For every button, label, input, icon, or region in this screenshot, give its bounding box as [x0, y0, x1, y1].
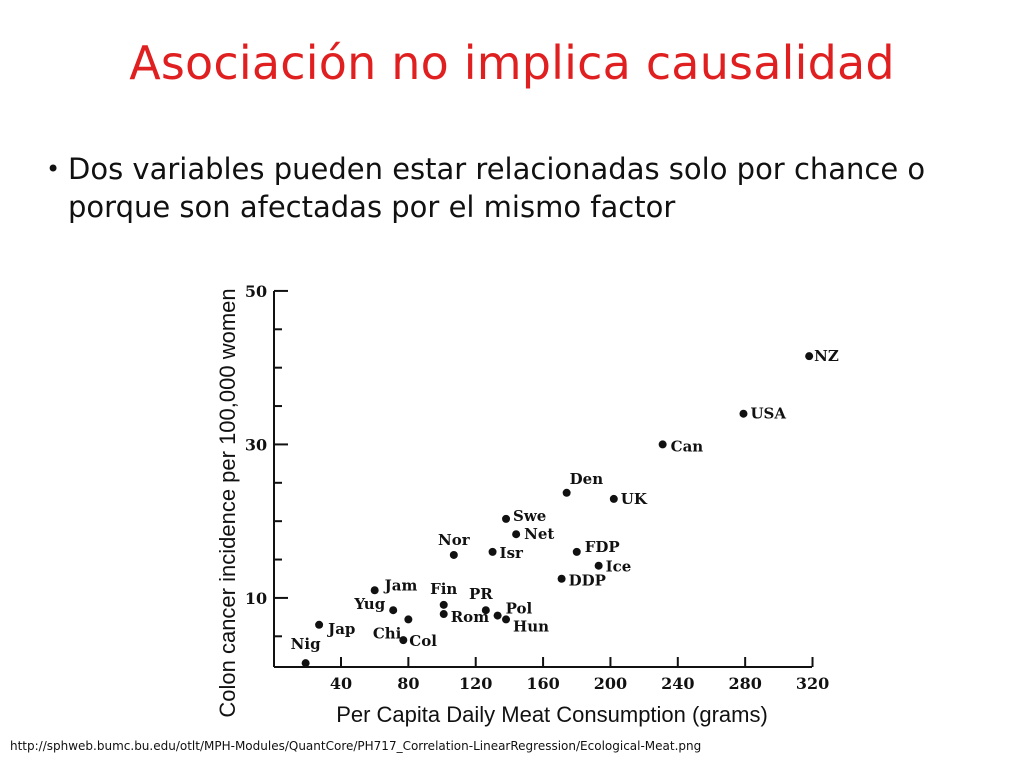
data-point-fin [439, 600, 448, 609]
y-tick-label: 10 [245, 589, 267, 608]
x-tick-label: 120 [459, 674, 492, 693]
point-label-pol: Pol [506, 600, 533, 618]
y-tick-label: 30 [245, 435, 267, 454]
data-point-pr [481, 606, 490, 615]
point-label-fin: Fin [430, 580, 457, 598]
point-label-rom: Rom [451, 608, 489, 626]
bullet-text: Dos variables pueden estar relacionadas … [68, 152, 926, 224]
point-label-jam: Jam [383, 576, 418, 594]
data-point-yug [389, 606, 398, 615]
data-point-nor [449, 550, 458, 559]
point-label-net: Net [524, 525, 554, 543]
point-label-hun: Hun [513, 617, 549, 635]
data-point-isr [488, 547, 497, 556]
data-point-hun [502, 615, 511, 624]
point-label-isr: Isr [500, 544, 524, 562]
point-label-den: Den [570, 470, 604, 488]
y-axis-title: Colon cancer incidence per 100,000 women [215, 288, 240, 717]
data-point-can [658, 440, 667, 449]
point-label-swe: Swe [513, 507, 546, 525]
data-point-ddp [557, 574, 566, 583]
x-tick-label: 280 [728, 674, 761, 693]
data-point-net [512, 530, 521, 539]
point-label-can: Can [671, 437, 704, 455]
point-label-nig: Nig [291, 635, 321, 653]
data-point-swe [502, 514, 511, 523]
data-point-nz [805, 352, 814, 361]
point-label-chi: Chi [373, 624, 402, 642]
point-label-ice: Ice [606, 558, 632, 576]
x-tick-label: 200 [594, 674, 627, 693]
data-point-nig [301, 659, 310, 668]
point-label-uk: UK [621, 490, 648, 508]
data-point-fdp [572, 547, 581, 556]
data-point-col [399, 636, 408, 645]
slide-title: Asociación no implica causalidad [129, 36, 895, 90]
data-point-rom [439, 610, 448, 619]
point-label-usa: USA [750, 405, 786, 423]
point-label-ddp: DDP [569, 572, 606, 590]
source-url: http://sphweb.bumc.bu.edu/otlt/MPH-Modul… [10, 739, 702, 753]
point-label-pr: PR [469, 585, 493, 603]
data-point-jap [315, 620, 324, 629]
point-label-jap: Jap [326, 620, 355, 638]
point-label-fdp: FDP [585, 538, 620, 556]
data-point-ice [594, 561, 603, 570]
x-tick-label: 80 [397, 674, 419, 693]
bullet-marker: • [46, 155, 61, 183]
data-point-uk [609, 494, 618, 503]
x-tick-label: 40 [330, 674, 352, 693]
point-label-col: Col [409, 632, 437, 650]
point-label-yug: Yug [353, 595, 385, 613]
x-tick-label: 160 [526, 674, 559, 693]
data-point-usa [739, 409, 748, 418]
x-tick-label: 240 [661, 674, 694, 693]
x-tick-label: 320 [796, 674, 829, 693]
data-point-chi [404, 615, 413, 624]
data-point-pol [493, 611, 502, 620]
bullet-point: • Dos variables pueden estar relacionada… [46, 150, 996, 226]
data-point-den [562, 488, 571, 497]
x-axis-title: Per Capita Daily Meat Consumption (grams… [336, 702, 768, 727]
point-label-nor: Nor [438, 531, 471, 549]
data-point-jam [370, 586, 379, 595]
y-tick-label: 50 [245, 282, 267, 301]
point-label-nz: NZ [814, 347, 839, 365]
